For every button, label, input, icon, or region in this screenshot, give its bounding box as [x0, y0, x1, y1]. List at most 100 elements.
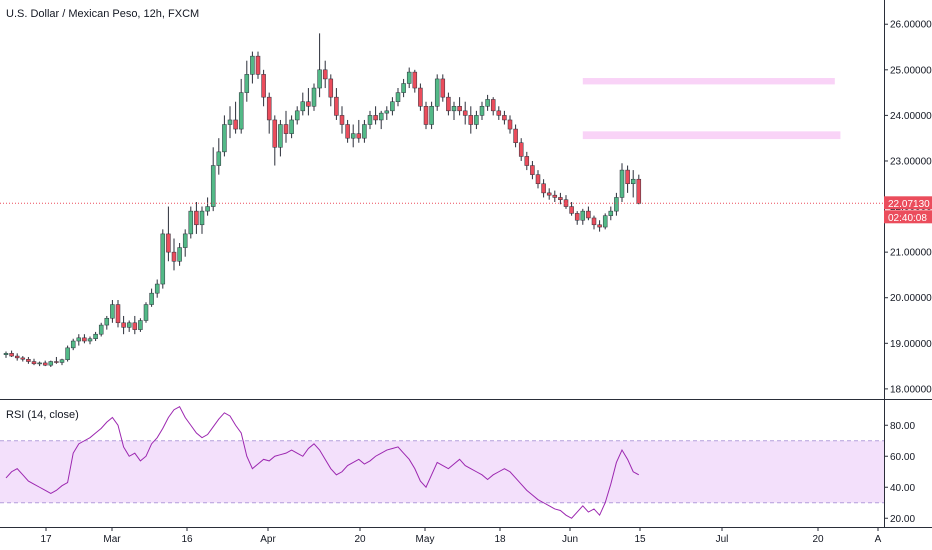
- candle-down: [54, 361, 59, 363]
- candle-up: [378, 112, 384, 121]
- countdown-label: 02:40:08: [888, 213, 927, 224]
- time-axis-tick-label: May: [416, 534, 435, 545]
- candle-down: [490, 99, 496, 112]
- candle-down: [166, 233, 171, 253]
- candle-down: [591, 217, 597, 226]
- candle-down: [462, 110, 468, 116]
- candle-up: [110, 304, 115, 319]
- candle-up: [70, 340, 76, 349]
- candle-down: [597, 224, 602, 228]
- candle-up: [199, 210, 205, 226]
- candle-down: [115, 304, 121, 324]
- candle-down: [625, 169, 630, 185]
- candle-down: [306, 101, 311, 107]
- candle-up: [177, 247, 182, 262]
- price-axis-tick-label: 21.00000: [890, 248, 932, 259]
- time-axis-tick-label: 15: [634, 534, 646, 545]
- candle-down: [194, 210, 199, 226]
- candle-down: [468, 115, 474, 125]
- candle-down: [457, 106, 462, 112]
- price-axis-tick-label: 24.00000: [890, 111, 932, 122]
- price-axis-tick-label: 19.00000: [890, 339, 932, 350]
- candle-down: [535, 174, 541, 185]
- price-axis-tick-label: 23.00000: [890, 156, 932, 167]
- candle-down: [266, 96, 272, 121]
- candle-down: [356, 133, 362, 139]
- rsi-line: [5, 405, 640, 519]
- candle-up: [216, 151, 222, 166]
- price-axis-tick-label: 26.00000: [890, 20, 932, 31]
- candle-down: [569, 206, 574, 214]
- time-axis-tick-label: 18: [494, 534, 506, 545]
- candle-up: [362, 124, 367, 139]
- rsi-axis-tick-label: 20.00: [890, 514, 915, 525]
- price-axis-tick-label: 18.00000: [890, 384, 932, 395]
- candle-down: [171, 251, 177, 262]
- candle-down: [496, 110, 502, 116]
- candle-down: [446, 96, 451, 112]
- candle-up: [608, 210, 614, 216]
- candle-down: [546, 192, 552, 196]
- candle-up: [479, 106, 485, 116]
- countdown-tag-background: [884, 210, 932, 224]
- candle-down: [261, 74, 266, 98]
- candle-down: [412, 71, 418, 89]
- candle-down: [20, 357, 26, 360]
- time-axis-tick-label: 20: [354, 534, 366, 545]
- candle-up: [76, 337, 82, 342]
- candle-down: [586, 210, 591, 219]
- time-axis-tick-label: A: [875, 534, 882, 545]
- candle-up: [59, 359, 65, 363]
- candle-up: [160, 233, 166, 285]
- grid-layer: [0, 0, 932, 528]
- time-axis-tick-label: Jun: [562, 534, 578, 545]
- candle-down: [373, 115, 378, 121]
- price-axis-tick-label: 20.00000: [890, 293, 932, 304]
- candle-down: [9, 353, 14, 357]
- rsi-band: [0, 440, 884, 503]
- candle-up: [37, 362, 42, 365]
- resistance-zone: [582, 78, 835, 85]
- candle-up: [104, 317, 110, 326]
- candle-up: [65, 347, 70, 360]
- axis-layer: 18.0000019.0000020.0000021.0000022.00000…: [40, 20, 932, 545]
- candle-down: [518, 142, 524, 157]
- candle-up: [395, 92, 401, 102]
- resistance-zone: [582, 131, 841, 140]
- candle-down: [31, 361, 37, 365]
- candle-down: [552, 194, 558, 198]
- time-axis-tick-label: 20: [812, 534, 824, 545]
- candle-down: [345, 124, 350, 139]
- candle-up: [451, 106, 457, 112]
- candle-down: [423, 106, 429, 125]
- last-price-tag-background: [884, 196, 932, 210]
- candle-up: [350, 133, 356, 139]
- candle-up: [619, 169, 625, 198]
- rsi-title: RSI (14, close): [6, 409, 79, 421]
- time-axis-tick-label: 17: [40, 534, 52, 545]
- last-price-label: 22.07130: [888, 199, 930, 210]
- candle-up: [48, 361, 54, 366]
- candle-up: [154, 283, 160, 294]
- candle-up: [222, 124, 227, 153]
- candle-down: [513, 128, 518, 143]
- candle-up: [317, 69, 322, 89]
- candle-down: [14, 355, 20, 359]
- candle-down: [26, 359, 31, 362]
- time-axis-tick-label: Mar: [103, 534, 121, 545]
- candle-up: [384, 110, 390, 114]
- candle-up: [238, 92, 244, 130]
- candle-up: [474, 115, 479, 125]
- candle-down: [636, 178, 642, 204]
- candle-up: [401, 83, 406, 93]
- candle-up: [227, 119, 233, 125]
- candle-up: [429, 106, 434, 125]
- rsi-axis-tick-label: 80.00: [890, 421, 915, 432]
- candle-up: [311, 87, 317, 107]
- candle-down: [328, 78, 334, 98]
- candle-up: [602, 215, 608, 228]
- candle-down: [440, 78, 446, 98]
- candle-up: [182, 233, 188, 248]
